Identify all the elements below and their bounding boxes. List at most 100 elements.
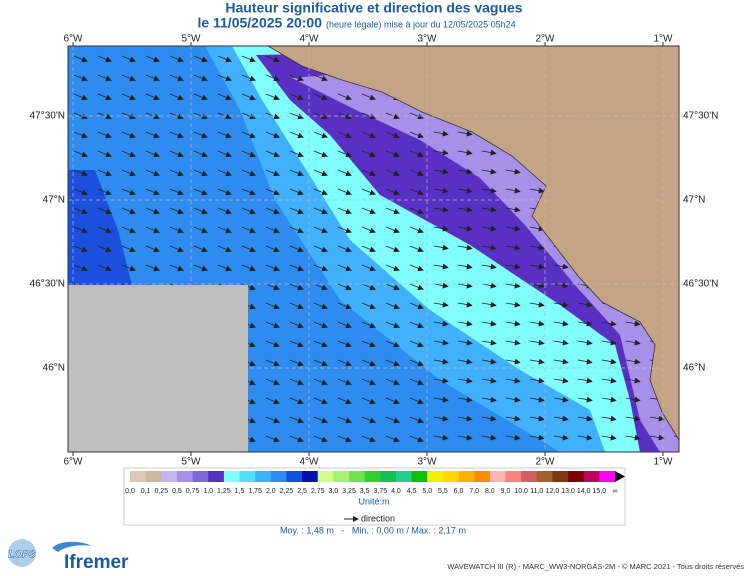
arrow: [529, 282, 545, 289]
legend-label: 15,0: [593, 488, 607, 495]
arrow: [409, 359, 424, 367]
arrow: [457, 206, 473, 213]
arrow: [193, 207, 208, 215]
arrow: [193, 188, 208, 196]
arrow: [361, 416, 376, 424]
arrow: [241, 226, 256, 234]
arrow: [505, 187, 521, 194]
arrow: [409, 150, 424, 158]
arrow: [169, 207, 184, 215]
arrow: [505, 396, 521, 403]
arrow: [265, 340, 280, 348]
stats: Moy. : 1,48 m - Min. : 0,00 m / Max. : 2…: [280, 525, 466, 535]
legend-overflow: [615, 471, 625, 482]
arrow: [529, 320, 545, 327]
arrow: [97, 55, 112, 63]
arrow: [145, 150, 160, 158]
arrow: [217, 55, 232, 63]
arrow: [145, 93, 160, 101]
arrow: [385, 112, 400, 120]
arrow: [97, 93, 112, 101]
arrow: [313, 112, 328, 120]
arrow: [145, 169, 160, 177]
legend-swatch: [568, 471, 585, 482]
arrow: [505, 225, 521, 232]
arrow: [217, 188, 232, 196]
arrow: [121, 188, 136, 196]
arrow: [217, 226, 232, 234]
arrow: [553, 358, 569, 365]
arrow: [193, 245, 208, 253]
arrow: [217, 74, 232, 82]
arrow: [97, 245, 112, 253]
arrow: [313, 416, 328, 424]
arrow: [457, 244, 473, 251]
arrow: [241, 207, 256, 215]
arrow: [409, 112, 424, 120]
lat-label-right: 47°30'N: [683, 111, 718, 122]
arrow: [553, 301, 569, 308]
arrow: [409, 321, 424, 329]
legend-swatch: [239, 471, 256, 482]
arrow: [385, 321, 400, 329]
arrow: [97, 112, 112, 120]
arrow: [481, 396, 497, 403]
arrow: [601, 377, 617, 384]
arrow: [337, 378, 352, 386]
arrow: [265, 188, 280, 196]
arrow: [481, 415, 497, 422]
arrow: [265, 207, 280, 215]
arrow: [433, 244, 449, 251]
legend-label: 1,0: [203, 488, 213, 495]
arrow: [361, 359, 376, 367]
legend-swatch: [474, 471, 491, 482]
arrow: [73, 93, 88, 101]
arrow: [553, 415, 569, 422]
arrow: [409, 302, 424, 310]
arrow: [145, 226, 160, 234]
arrow: [505, 244, 521, 251]
legend-swatch: [333, 471, 350, 482]
arrow: [73, 74, 88, 82]
arrow: [457, 415, 473, 422]
arrow: [241, 283, 256, 291]
legend-swatch: [521, 471, 538, 482]
arrow: [337, 283, 352, 291]
arrow: [241, 74, 256, 82]
arrow: [169, 226, 184, 234]
arrow: [553, 282, 569, 289]
arrow: [289, 416, 304, 424]
arrow: [457, 377, 473, 384]
legend-swatch: [395, 471, 412, 482]
arrow: [649, 415, 665, 422]
ifremer-text: Ifremer: [64, 552, 129, 573]
legend-swatch: [161, 471, 178, 482]
arrow: [409, 435, 424, 443]
arrow: [193, 131, 208, 139]
arrow: [121, 245, 136, 253]
arrow: [217, 150, 232, 158]
lon-label-top: 2°W: [536, 34, 556, 45]
ifremer-mark: [52, 541, 92, 552]
arrow: [481, 434, 497, 441]
arrow: [529, 301, 545, 308]
arrow: [385, 131, 400, 139]
arrow: [289, 397, 304, 405]
arrow: [241, 112, 256, 120]
arrow: [433, 282, 449, 289]
arrow: [385, 264, 400, 272]
arrow: [409, 397, 424, 405]
legend-swatch: [317, 471, 334, 482]
arrow: [529, 377, 545, 384]
arrow: [145, 131, 160, 139]
arrow: [553, 377, 569, 384]
arrow: [169, 245, 184, 253]
arrow: [289, 74, 304, 82]
legend-label: 0,0: [125, 488, 135, 495]
arrow: [313, 169, 328, 177]
arrow: [361, 112, 376, 120]
arrow: [313, 283, 328, 291]
arrow: [457, 434, 473, 441]
arrow: [121, 93, 136, 101]
